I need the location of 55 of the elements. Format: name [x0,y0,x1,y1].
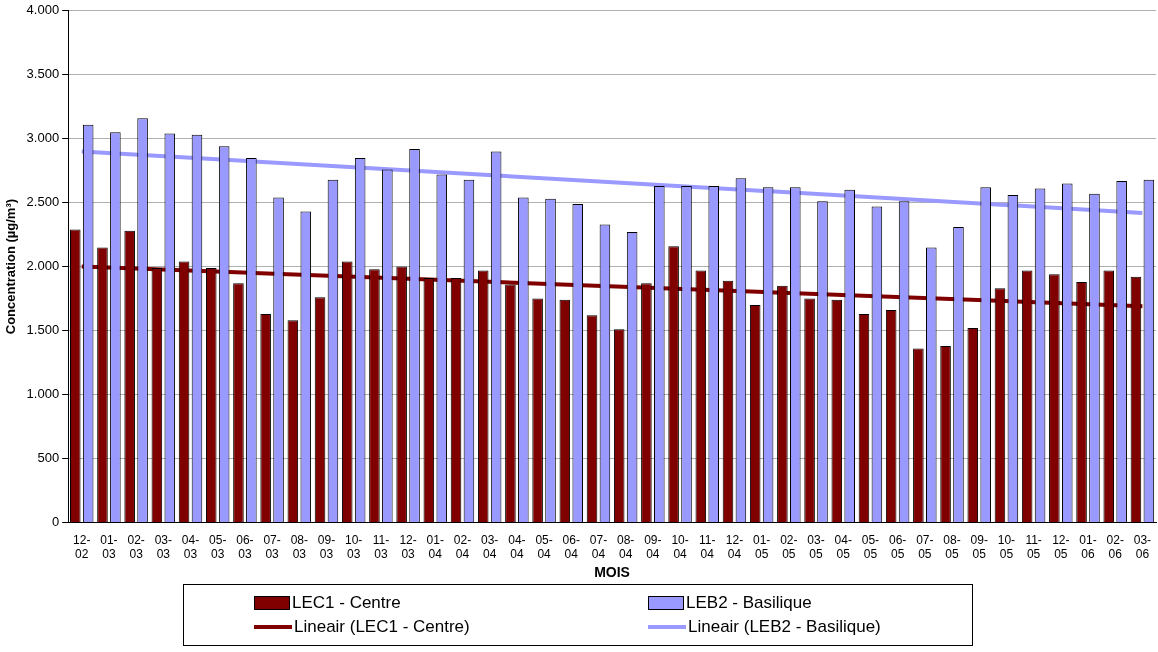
x-tick-label: 05-05 [861,532,880,562]
x-tick-label: 08-04 [616,532,635,562]
x-tick-label: 03-03 [154,532,172,562]
x-tick-label: 11-05 [1025,532,1042,562]
x-tick-label: 06-03 [236,532,254,562]
x-tick-label: 08-05 [943,532,961,562]
x-tick-label: 01-04 [426,532,444,562]
x-tick-label: 02-05 [780,532,798,562]
x-axis-title: MOIS [594,564,630,581]
legend-label: Lineair (LEB2 - Basilique) [688,617,881,637]
x-tick-label: 10-04 [671,532,689,562]
x-tick-label: 03-06 [1133,532,1152,562]
x-tick-label: 12-03 [399,532,417,562]
y-tick-label: 4.000 [26,2,60,18]
legend-label: Lineair (LEC1 - Centre) [294,617,470,637]
y-tick-label: 500 [37,450,60,466]
x-tick-label: 04-03 [181,532,200,562]
y-tick-label: 2.000 [26,258,60,274]
y-tick-label: 1.000 [26,386,60,402]
y-axis-title: Concentration (µg/m³) [3,198,19,335]
x-tick-label: 10-05 [997,532,1016,562]
x-tick-label: 09-05 [970,532,988,562]
x-tick-label: 07-03 [263,532,281,562]
x-tick-label: 01-03 [100,532,118,562]
x-tick-label: 09-03 [317,532,336,562]
x-tick-label: 06-05 [888,532,907,562]
x-tick-label: 10-03 [345,532,363,562]
x-tick-label: 09-04 [644,532,662,562]
x-tick-label: 11-04 [699,532,716,562]
x-tick-label: 02-04 [453,532,472,562]
legend-label: LEB2 - Basilique [686,593,812,613]
x-tick-label: 12-04 [725,532,744,562]
x-tick-label: 07-05 [916,532,934,562]
y-tick-label: 2.500 [26,194,60,210]
x-tick-label: 02-06 [1106,532,1124,562]
x-tick-label: 06-04 [562,532,580,562]
x-tick-label: 04-05 [834,532,852,562]
x-tick-label: 03-04 [481,532,499,562]
x-tick-label: 01-05 [752,532,771,562]
x-tick-label: 07-04 [589,532,608,562]
y-tick-label: 3.000 [26,130,60,146]
x-tick-label: 11-03 [372,532,390,562]
x-tick-label: 02-03 [127,532,145,562]
y-tick-label: 1.500 [26,322,60,338]
legend-label: LEC1 - Centre [292,593,401,613]
x-tick-label: 04-04 [508,532,526,562]
x-tick-label: 12-05 [1052,532,1070,562]
x-tick-label: 03-05 [807,532,825,562]
x-tick-label: 08-03 [290,532,308,562]
x-tick-label: 01-06 [1079,532,1097,562]
x-tick-label: 05-03 [209,532,227,562]
x-tick-label: 12-02 [73,532,91,562]
x-tick-label: 05-04 [535,532,553,562]
y-tick-label: 0 [51,513,60,529]
y-tick-label: 3.500 [26,66,60,82]
